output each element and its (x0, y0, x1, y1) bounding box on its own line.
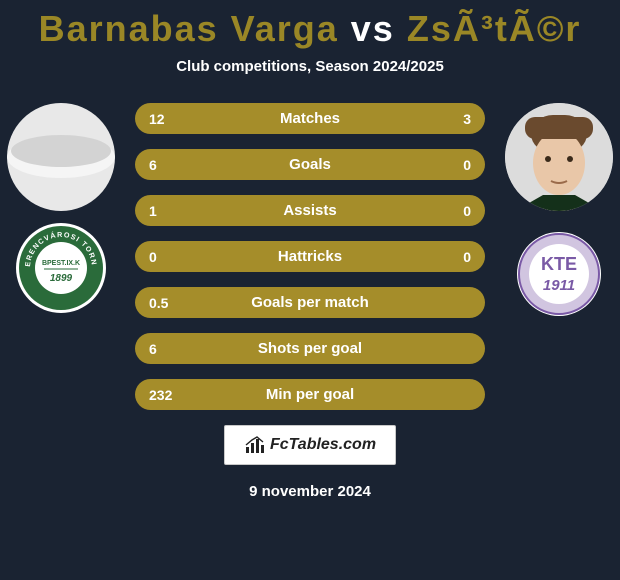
stat-label: Hattricks (135, 248, 485, 265)
svg-text:1899: 1899 (50, 273, 73, 284)
comparison-content: FERENCVÁROSI TORNA CLUB BPEST.IX.K 1899 (0, 103, 620, 410)
stat-bars: 12Matches36Goals01Assists00Hattricks00.5… (135, 103, 485, 410)
stat-right-value: 0 (463, 157, 471, 173)
stat-right-value: 0 (463, 249, 471, 265)
title-vs: vs (351, 8, 395, 49)
player2-club-crest: KTE 1911 (514, 229, 604, 319)
watermark-badge: FcTables.com (224, 425, 396, 465)
left-player-column: FERENCVÁROSI TORNA CLUB BPEST.IX.K 1899 (6, 103, 116, 313)
watermark-text: FcTables.com (270, 436, 376, 454)
stat-label: Assists (135, 202, 485, 219)
svg-text:BPEST.IX.K: BPEST.IX.K (42, 260, 80, 267)
player-face-icon (505, 103, 613, 211)
stat-label: Goals (135, 156, 485, 173)
title-player2: ZsÃ³tÃ©r (407, 8, 582, 49)
player1-club-crest: FERENCVÁROSI TORNA CLUB BPEST.IX.K 1899 (16, 223, 106, 313)
stat-row: 1Assists0 (135, 195, 485, 226)
stat-label: Min per goal (135, 386, 485, 403)
subtitle: Club competitions, Season 2024/2025 (0, 58, 620, 75)
stat-right-value: 0 (463, 203, 471, 219)
stat-label: Goals per match (135, 294, 485, 311)
stat-row: 0.5Goals per match (135, 287, 485, 318)
player2-avatar (505, 103, 613, 211)
page-title: Barnabas Varga vs ZsÃ³tÃ©r (0, 0, 620, 50)
stat-right-value: 3 (463, 111, 471, 127)
stat-row: 12Matches3 (135, 103, 485, 134)
right-player-column: KTE 1911 (504, 103, 614, 319)
player1-avatar (7, 103, 115, 211)
stat-row: 6Shots per goal (135, 333, 485, 364)
stat-row: 6Goals0 (135, 149, 485, 180)
stat-label: Matches (135, 110, 485, 127)
ferencvaros-crest-icon: FERENCVÁROSI TORNA CLUB BPEST.IX.K 1899 (16, 223, 106, 313)
svg-text:KTE: KTE (541, 254, 577, 274)
bar-chart-icon (244, 434, 266, 456)
svg-text:1911: 1911 (543, 277, 575, 294)
stat-label: Shots per goal (135, 340, 485, 357)
stat-row: 0Hattricks0 (135, 241, 485, 272)
date-text: 9 november 2024 (0, 483, 620, 500)
avatar-placeholder-icon (7, 103, 115, 211)
kte-crest-icon: KTE 1911 (517, 232, 601, 316)
title-player1: Barnabas Varga (39, 8, 339, 49)
stat-row: 232Min per goal (135, 379, 485, 410)
